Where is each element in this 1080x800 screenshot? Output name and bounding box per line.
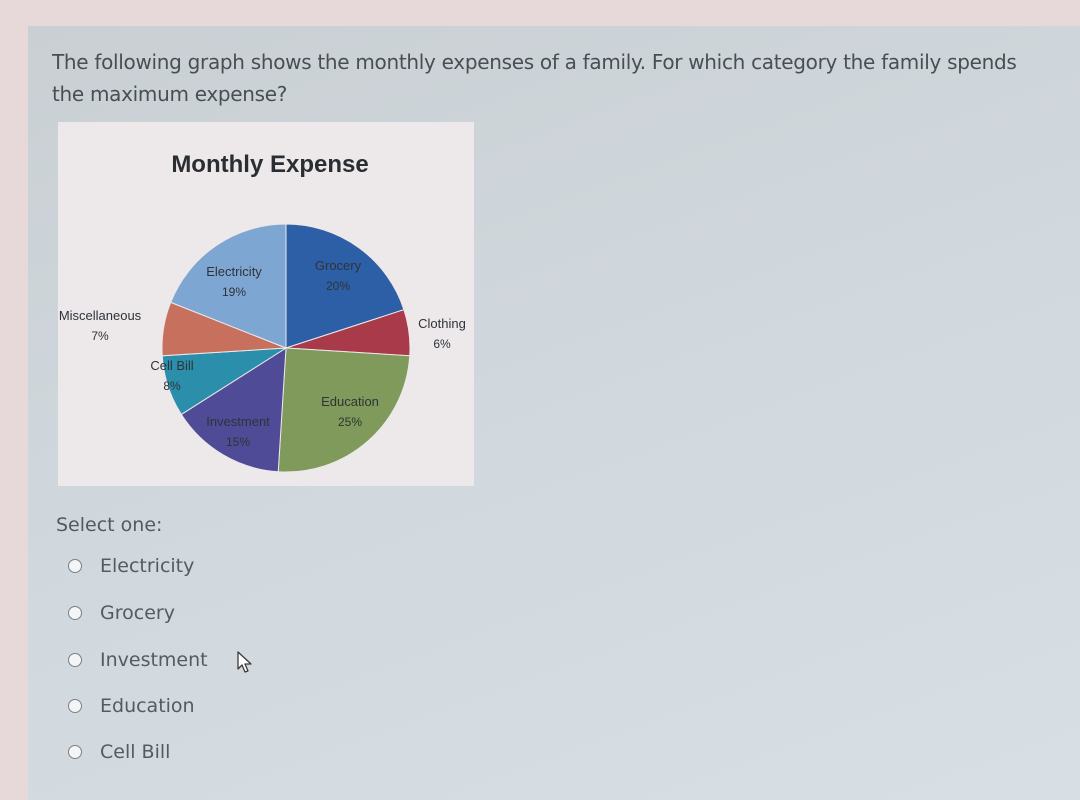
slice-label: Miscellaneous <box>59 308 142 323</box>
option-label: Grocery <box>100 602 175 624</box>
pie-slice-education <box>277 347 411 473</box>
slice-label: Electricity <box>206 264 262 279</box>
slice-value-label: 6% <box>433 337 451 351</box>
slice-value-label: 7% <box>91 329 109 343</box>
radio-button[interactable] <box>68 745 82 759</box>
option-label: Investment <box>100 649 208 671</box>
pie-chart: Monthly Expense Grocery 20% Clothing 6% Educ… <box>58 122 474 486</box>
option-cell-bill[interactable]: Cell Bill <box>68 737 170 767</box>
slice-value-label: 15% <box>226 435 250 449</box>
mouse-pointer-icon <box>237 651 252 673</box>
option-label: Electricity <box>100 555 195 577</box>
slice-value-label: 20% <box>326 279 350 293</box>
radio-button[interactable] <box>68 699 82 713</box>
option-electricity[interactable]: Electricity <box>68 551 194 581</box>
radio-button[interactable] <box>68 559 82 573</box>
slice-label: Investment <box>206 414 270 429</box>
pie-slice-electricity <box>170 223 287 349</box>
chart-title: Monthly Expense <box>171 151 368 178</box>
pie-slice-grocery <box>285 223 405 349</box>
option-label: Education <box>100 695 195 717</box>
slice-value-label: 25% <box>338 415 362 429</box>
slice-label: Grocery <box>315 258 362 273</box>
radio-button[interactable] <box>68 606 82 620</box>
slice-value-label: 19% <box>222 285 246 299</box>
slice-label: Clothing <box>418 316 466 331</box>
slice-value-label: 8% <box>163 379 181 393</box>
option-education[interactable]: Education <box>68 691 195 721</box>
slice-label: Cell Bill <box>150 358 193 373</box>
option-label: Cell Bill <box>100 741 171 763</box>
select-one-label: Select one: <box>56 514 163 536</box>
question-text: The following graph shows the monthly ex… <box>52 50 1017 106</box>
option-grocery[interactable]: Grocery <box>68 598 175 628</box>
radio-button[interactable] <box>68 653 82 667</box>
slice-label: Education <box>321 394 379 409</box>
option-investment[interactable]: Investment <box>68 645 208 675</box>
pie-chart-svg: Monthly Expense Grocery 20% Clothing 6% Educ… <box>59 151 466 473</box>
pie-slice-investment <box>180 347 287 473</box>
